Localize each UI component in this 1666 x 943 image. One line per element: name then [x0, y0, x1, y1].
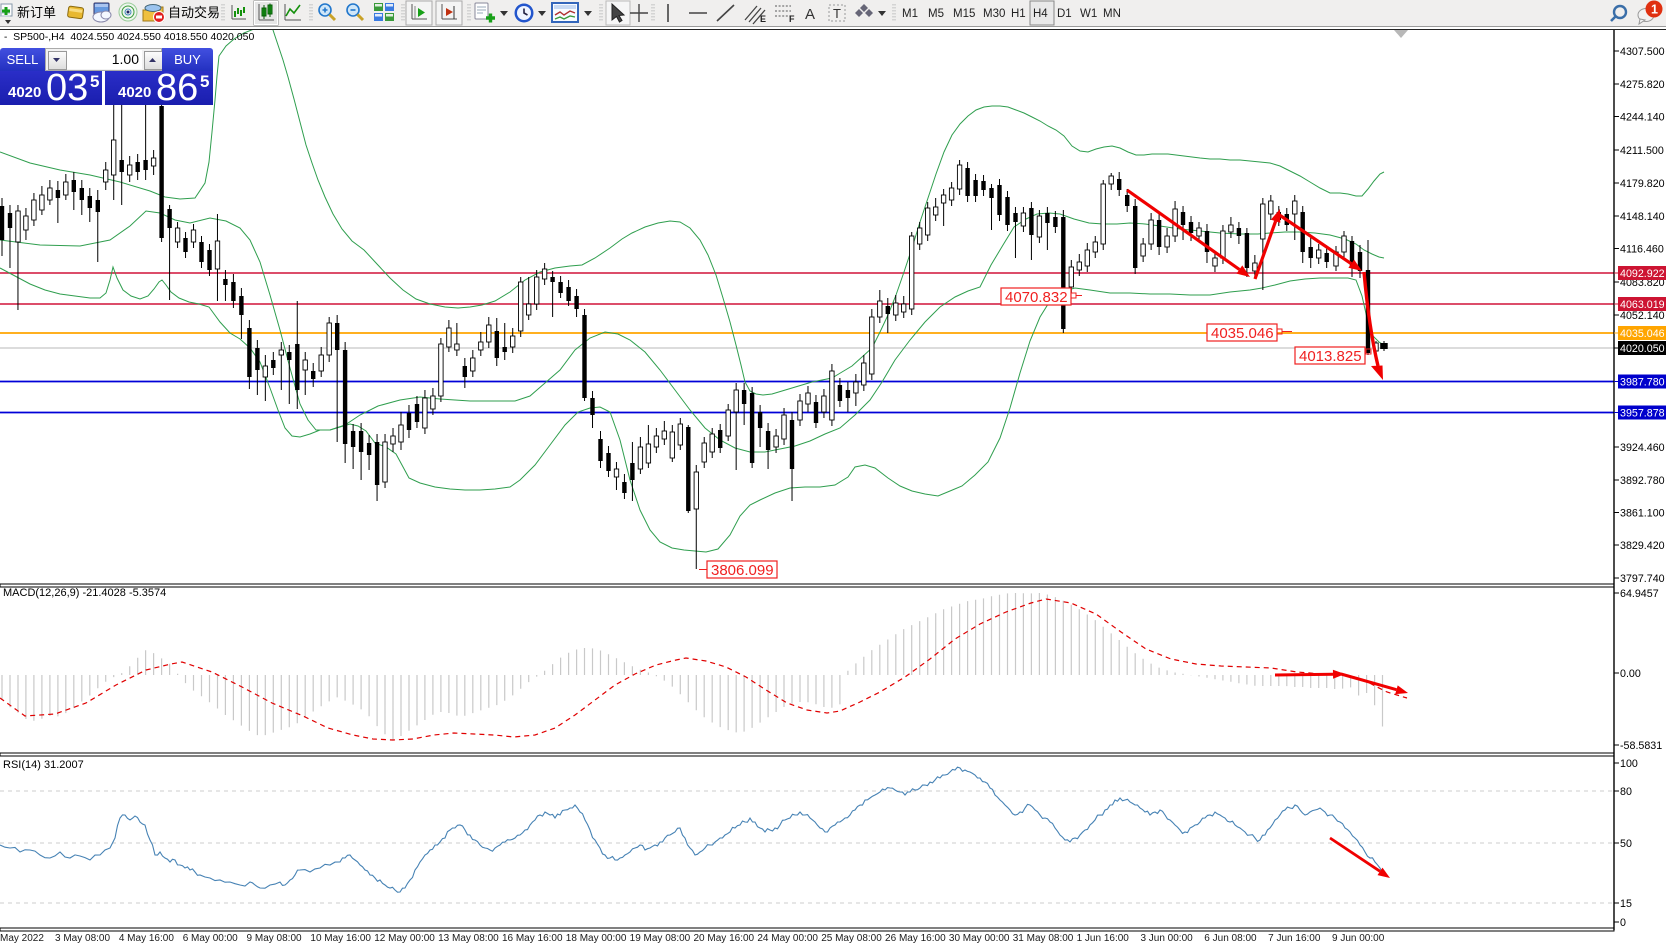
svg-text:MACD(12,26,9) -21.4028 -5.3574: MACD(12,26,9) -21.4028 -5.3574 [3, 587, 166, 599]
svg-text:M1: M1 [902, 8, 918, 20]
svg-text:4307.500: 4307.500 [1620, 46, 1665, 58]
svg-text:15: 15 [1620, 898, 1632, 910]
svg-text:0: 0 [1620, 917, 1626, 929]
svg-text:自动交易: 自动交易 [168, 5, 220, 20]
svg-text:4179.820: 4179.820 [1620, 178, 1665, 190]
svg-text:3806.099: 3806.099 [711, 562, 774, 579]
svg-text:4070.832: 4070.832 [1005, 289, 1068, 306]
svg-text:3 May 08:00: 3 May 08:00 [55, 933, 110, 943]
svg-text:3924.460: 3924.460 [1620, 442, 1665, 454]
svg-text:W1: W1 [1080, 8, 1097, 20]
svg-text:A: A [805, 6, 815, 23]
svg-text:M5: M5 [928, 8, 944, 20]
svg-text:M30: M30 [983, 8, 1005, 20]
svg-text:20 May 16:00: 20 May 16:00 [694, 933, 755, 943]
svg-text:3892.780: 3892.780 [1620, 475, 1665, 487]
svg-text:4092.922: 4092.922 [1620, 268, 1665, 280]
svg-text:19 May 08:00: 19 May 08:00 [630, 933, 691, 943]
svg-text:3797.740: 3797.740 [1620, 573, 1665, 585]
svg-text:12 May 00:00: 12 May 00:00 [374, 933, 435, 943]
svg-text:3 Jun 00:00: 3 Jun 00:00 [1140, 933, 1193, 943]
svg-text:9 May 08:00: 9 May 08:00 [247, 933, 302, 943]
svg-text:新订单: 新订单 [17, 5, 56, 20]
svg-text:100: 100 [1620, 758, 1638, 770]
svg-text:1 Jun 16:00: 1 Jun 16:00 [1077, 933, 1130, 943]
svg-text:24 May 00:00: 24 May 00:00 [757, 933, 818, 943]
svg-text:F: F [789, 14, 795, 24]
svg-text:9 Jun 00:00: 9 Jun 00:00 [1332, 933, 1385, 943]
svg-text:E: E [760, 14, 766, 24]
svg-text:16 May 16:00: 16 May 16:00 [502, 933, 563, 943]
svg-text:4275.820: 4275.820 [1620, 79, 1665, 91]
svg-text:1: 1 [1651, 3, 1658, 17]
svg-text:4244.140: 4244.140 [1620, 112, 1665, 124]
svg-text:MN: MN [1103, 8, 1121, 20]
svg-text:18 May 00:00: 18 May 00:00 [566, 933, 627, 943]
svg-text:13 May 08:00: 13 May 08:00 [438, 933, 499, 943]
svg-text:4013.825: 4013.825 [1299, 348, 1362, 365]
svg-text:4 May 16:00: 4 May 16:00 [119, 933, 174, 943]
svg-text:3829.420: 3829.420 [1620, 540, 1665, 552]
svg-text:4035.046: 4035.046 [1211, 325, 1274, 342]
svg-text:7 Jun 16:00: 7 Jun 16:00 [1268, 933, 1321, 943]
svg-text:3987.780: 3987.780 [1620, 377, 1665, 389]
svg-text:-58.5831: -58.5831 [1620, 740, 1662, 752]
svg-text:4063.019: 4063.019 [1620, 299, 1665, 311]
svg-text:3861.100: 3861.100 [1620, 508, 1665, 520]
svg-text:4020.050: 4020.050 [1620, 343, 1665, 355]
svg-text:6 May 00:00: 6 May 00:00 [183, 933, 238, 943]
svg-text:3957.878: 3957.878 [1620, 408, 1665, 420]
svg-text:H1: H1 [1011, 8, 1026, 20]
svg-text:30 May 00:00: 30 May 00:00 [949, 933, 1010, 943]
svg-text:H4: H4 [1033, 8, 1048, 20]
svg-text:4148.140: 4148.140 [1620, 211, 1665, 223]
svg-text:25 May 08:00: 25 May 08:00 [821, 933, 882, 943]
svg-text:10 May 16:00: 10 May 16:00 [310, 933, 371, 943]
svg-text:4211.500: 4211.500 [1620, 145, 1664, 157]
svg-text:50: 50 [1620, 838, 1632, 850]
svg-text:0.00: 0.00 [1620, 668, 1641, 680]
svg-text:T: T [833, 6, 841, 21]
svg-text:May 2022: May 2022 [0, 933, 44, 943]
svg-text:4035.046: 4035.046 [1620, 328, 1665, 340]
svg-text:RSI(14) 31.2007: RSI(14) 31.2007 [3, 759, 84, 771]
svg-text:4116.460: 4116.460 [1620, 244, 1664, 256]
svg-text:64.9457: 64.9457 [1620, 588, 1659, 600]
svg-text:D1: D1 [1057, 8, 1072, 20]
svg-text:31 May 08:00: 31 May 08:00 [1013, 933, 1074, 943]
svg-text:M15: M15 [953, 8, 975, 20]
svg-text:4052.140: 4052.140 [1620, 310, 1665, 322]
svg-text:6 Jun 08:00: 6 Jun 08:00 [1204, 933, 1257, 943]
svg-text:26 May 16:00: 26 May 16:00 [885, 933, 946, 943]
svg-text:80: 80 [1620, 786, 1632, 798]
